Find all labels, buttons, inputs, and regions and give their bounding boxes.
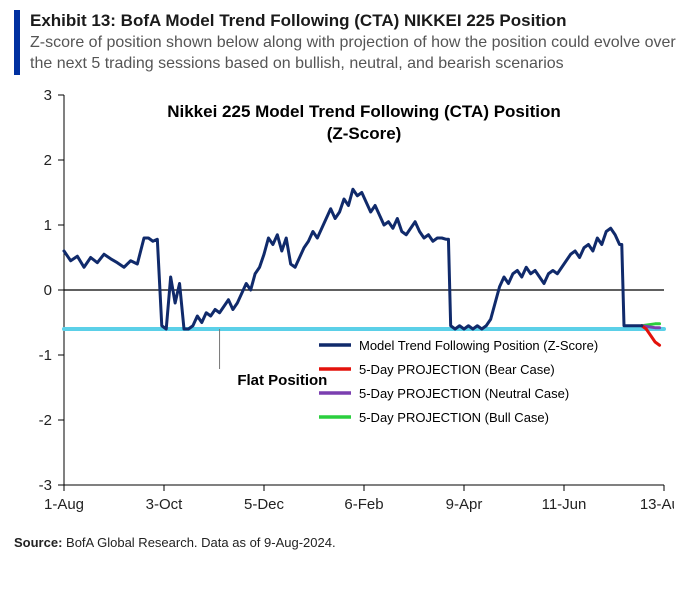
svg-text:1: 1 (44, 217, 52, 234)
svg-text:5-Day PROJECTION (Bear Case): 5-Day PROJECTION (Bear Case) (359, 362, 555, 377)
svg-text:2: 2 (44, 152, 52, 169)
svg-text:Nikkei 225 Model Trend Followi: Nikkei 225 Model Trend Following (CTA) P… (167, 102, 561, 121)
svg-text:Flat Position: Flat Position (237, 372, 327, 389)
svg-text:-3: -3 (39, 477, 52, 494)
svg-text:13-Aug: 13-Aug (640, 496, 674, 513)
svg-text:3: 3 (44, 87, 52, 104)
source-text: BofA Global Research. Data as of 9-Aug-2… (66, 535, 336, 550)
exhibit-title: Exhibit 13: BofA Model Trend Following (… (30, 10, 686, 31)
chart-container: -3 -2 -1 0 1 2 3 1-Aug 3-Oct 5-Dec 6-Feb 9-Apr 11-Ju… (14, 85, 674, 525)
svg-text:Model Trend Following Position: Model Trend Following Position (Z-Score) (359, 338, 598, 353)
svg-text:6-Feb: 6-Feb (344, 496, 383, 513)
svg-text:5-Day PROJECTION (Bull Case): 5-Day PROJECTION (Bull Case) (359, 410, 549, 425)
exhibit-header: Exhibit 13: BofA Model Trend Following (… (14, 10, 686, 75)
source-label: Source: (14, 535, 62, 550)
line-chart: -3 -2 -1 0 1 2 3 1-Aug 3-Oct 5-Dec 6-Feb 9-Apr 11-Ju… (14, 85, 674, 525)
svg-text:-1: -1 (39, 347, 52, 364)
svg-text:0: 0 (44, 282, 52, 299)
source-line: Source: BofA Global Research. Data as of… (14, 535, 686, 550)
svg-text:3-Oct: 3-Oct (146, 496, 184, 513)
svg-text:11-Jun: 11-Jun (542, 496, 587, 513)
svg-text:(Z-Score): (Z-Score) (327, 124, 402, 143)
svg-text:1-Aug: 1-Aug (44, 496, 84, 513)
exhibit-subtitle: Z-score of position shown below along wi… (30, 33, 686, 75)
svg-text:5-Day PROJECTION (Neutral Case: 5-Day PROJECTION (Neutral Case) (359, 386, 569, 401)
svg-text:5-Dec: 5-Dec (244, 496, 285, 513)
svg-text:-2: -2 (39, 412, 52, 429)
svg-text:9-Apr: 9-Apr (446, 496, 483, 513)
